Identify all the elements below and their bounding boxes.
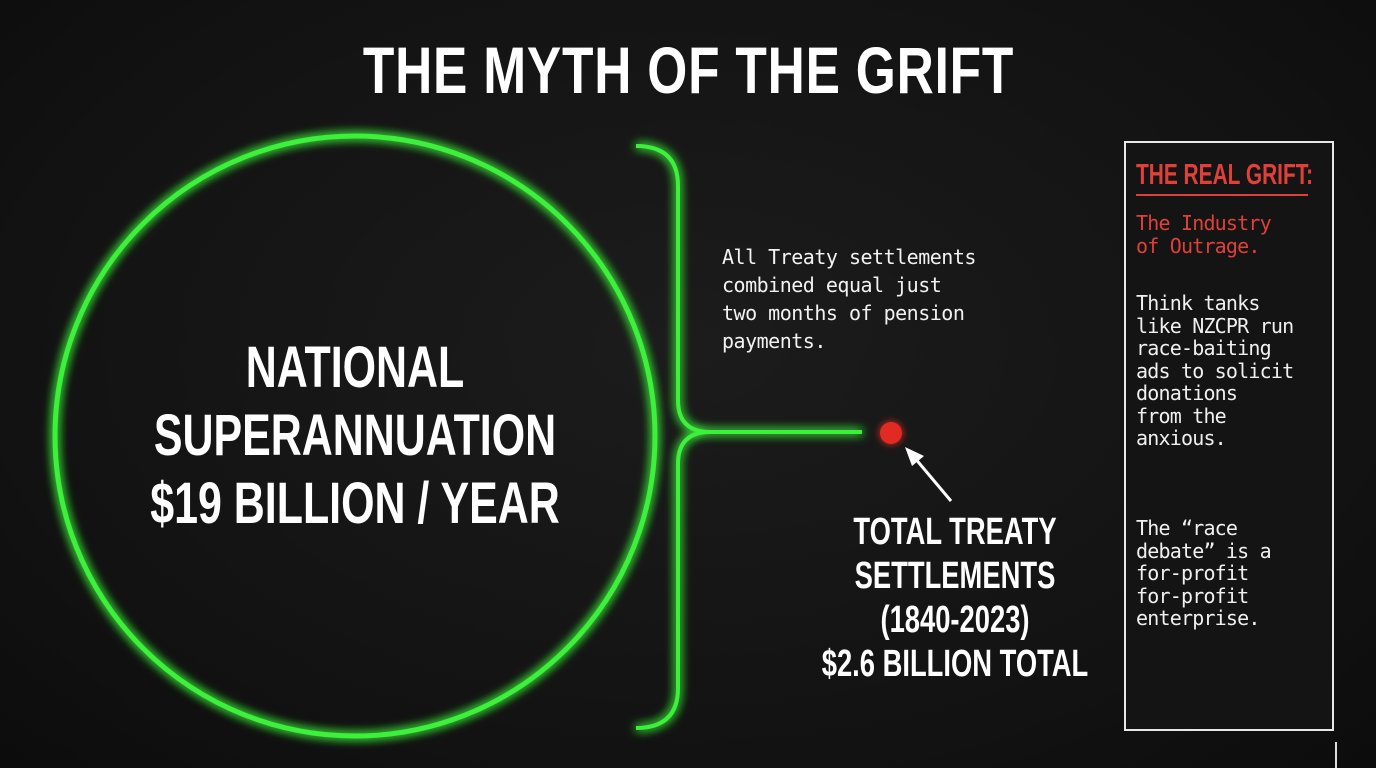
- treaty-line: (1840-2023): [880, 599, 1030, 641]
- treaty-line: TOTAL TREATY: [853, 511, 1057, 553]
- title-text: THE MYTH OF THE GRIFT: [362, 33, 1014, 107]
- treaty-line: $2.6 BILLION TOTAL: [821, 643, 1089, 685]
- sidebar-heading-text: THE REAL GRIFT:: [1136, 159, 1314, 191]
- superannuation-circle: [52, 133, 658, 739]
- sidebar-box: [1124, 141, 1334, 731]
- bracket: [635, 144, 862, 730]
- circle-line: $19 BILLION / YEAR: [150, 471, 560, 536]
- circle-line: NATIONAL: [245, 335, 465, 400]
- sidebar-paragraph-1: Think tanks like NZCPR run race-baiting …: [1136, 291, 1294, 450]
- superannuation-label: NATIONAL SUPERANNUATION $19 BILLION / YE…: [5, 334, 705, 538]
- sidebar-paragraph-2: The “race debate” is a for-profit for-pr…: [1136, 516, 1272, 630]
- treaty-line: SETTLEMENTS: [854, 555, 1056, 597]
- treaty-dot: [880, 422, 902, 444]
- sidebar-subheading: The Industry of Outrage.: [1136, 211, 1272, 258]
- treaty-label: TOTAL TREATY SETTLEMENTS (1840-2023) $2.…: [705, 510, 1205, 686]
- sidebar-heading: THE REAL GRIFT:: [1136, 158, 1313, 196]
- comparison-note: All Treaty settlements combined equal ju…: [722, 245, 976, 353]
- arrow-icon: [905, 447, 953, 502]
- circle-line: SUPERANNUATION: [153, 403, 557, 468]
- page-title: THE MYTH OF THE GRIFT: [0, 32, 1376, 108]
